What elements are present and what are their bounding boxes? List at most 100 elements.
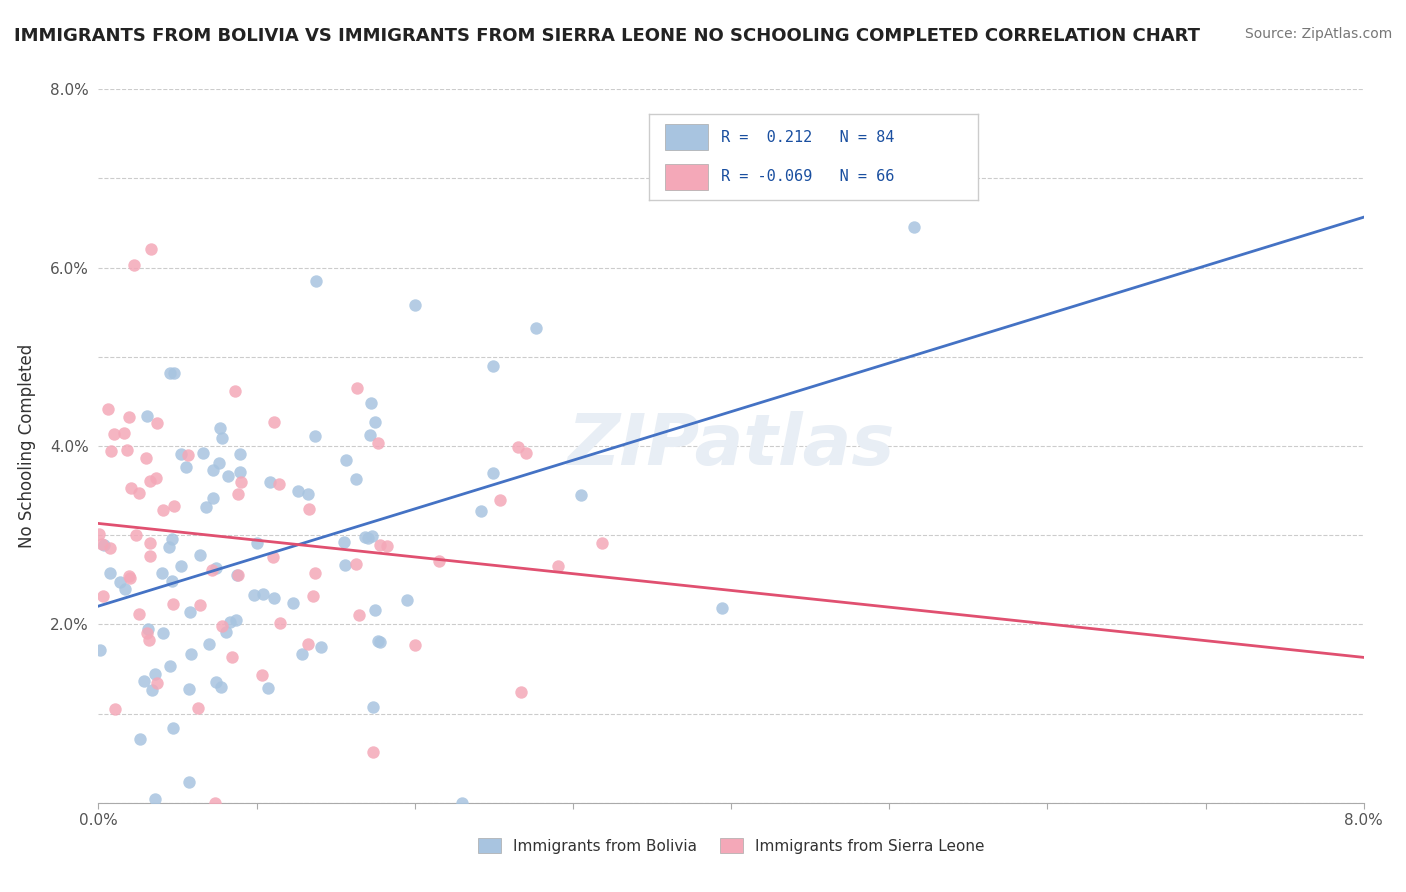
Point [257,681,280,696]
Point [170,447,193,461]
Point [225,613,247,627]
Point [135,450,157,465]
Point [177,448,200,462]
Point [221,650,243,665]
Point [128,607,150,621]
Point [188,548,211,562]
Point [128,486,150,500]
Point [89,527,111,541]
Point [305,274,328,288]
Point [103,702,125,716]
Point [146,416,169,430]
Point [211,431,233,445]
Point [162,597,184,611]
Point [346,472,368,486]
Point [97,402,120,417]
Point [135,626,157,640]
Point [364,603,387,617]
Point [404,297,426,311]
Point [218,469,240,483]
Point [143,792,166,806]
Point [509,685,531,699]
Point [482,359,505,373]
Point [201,563,224,577]
Point [152,626,174,640]
Point [139,535,162,549]
Point [291,647,314,661]
Point [711,601,734,615]
Point [333,534,356,549]
Point [569,488,592,502]
Point [226,568,249,582]
Point [174,460,197,475]
Point [489,492,512,507]
Point [93,538,115,552]
Point [427,553,450,567]
Point [547,559,569,574]
Point [301,590,323,604]
Point [269,615,291,630]
Point [187,701,209,715]
Point [368,538,391,552]
Point [112,425,135,440]
Point [361,745,384,759]
Point [177,681,200,696]
Point [361,699,384,714]
Point [297,502,319,516]
Point [297,486,319,500]
Point [229,475,252,489]
Point [125,527,148,541]
Point [367,634,389,648]
Point [146,676,169,690]
Point [508,440,530,454]
Point [152,502,174,516]
Point [118,569,141,583]
Text: Source: ZipAtlas.com: Source: ZipAtlas.com [1244,27,1392,41]
Point [188,598,211,612]
Point [98,541,121,555]
Point [98,566,121,580]
Point [335,453,357,467]
Point [204,796,226,810]
Point [211,619,233,633]
Point [115,443,138,458]
Point [163,500,186,514]
Point [354,530,377,544]
Point [89,642,111,657]
Point [229,465,252,479]
Point [205,561,228,575]
Point [367,436,389,450]
Text: ZIPatlas: ZIPatlas [568,411,894,481]
Point [100,444,122,458]
Point [281,596,304,610]
Point [368,635,391,649]
Point [145,470,167,484]
Point [162,574,184,588]
Point [481,467,503,481]
Point [226,487,249,501]
Point [114,582,136,597]
Point [250,668,273,682]
Point [252,587,274,601]
Point [259,475,281,489]
Point [524,321,547,335]
Point [139,549,162,564]
Point [214,625,236,640]
Point [208,421,231,435]
Point [180,647,202,661]
Point [357,531,380,545]
Point [201,462,224,476]
Point [346,381,368,395]
Point [118,571,141,585]
Point [103,426,125,441]
Point [269,476,291,491]
Point [404,638,426,652]
Point [120,481,142,495]
Point [360,529,382,543]
Point [157,541,180,555]
Point [143,667,166,681]
Point [136,622,159,636]
Point [201,491,224,505]
Y-axis label: No Schooling Completed: No Schooling Completed [18,344,37,548]
Point [209,680,232,694]
